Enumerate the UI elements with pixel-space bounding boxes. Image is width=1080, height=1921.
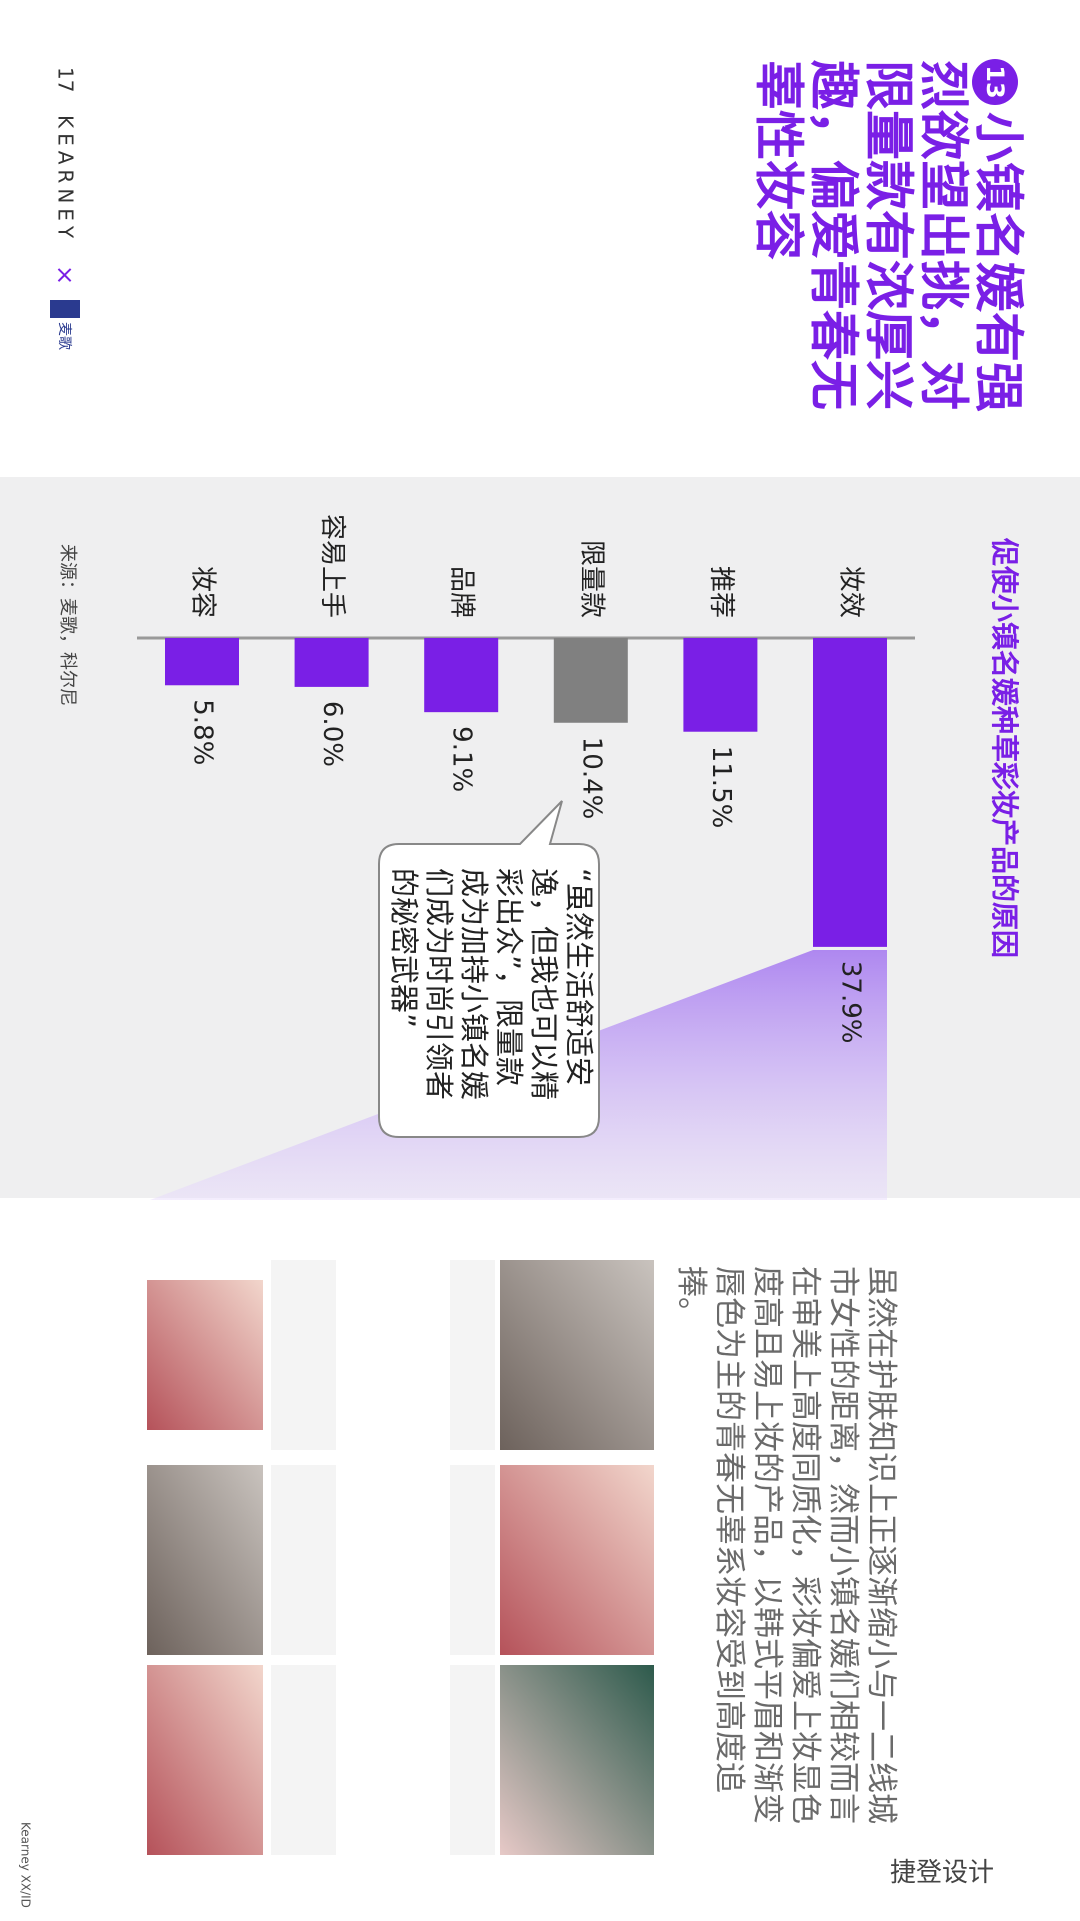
title-badge <box>972 59 1018 105</box>
separator: × <box>51 265 79 285</box>
value-label: 10.4% <box>576 737 606 820</box>
value-label: 5.8% <box>188 699 218 765</box>
category-label: 推荐 <box>706 566 736 618</box>
callout-line: 逸，但我也可以精 <box>527 868 561 1100</box>
page-number: 17 <box>54 67 78 92</box>
value-label: 11.5% <box>706 746 736 829</box>
watermark: 捷登设计 <box>890 1858 995 1888</box>
bar <box>683 638 758 732</box>
value-label: 6.0% <box>317 701 347 767</box>
caption-block <box>271 1260 336 1450</box>
bar <box>294 638 369 687</box>
category-label: 妆效 <box>836 566 866 618</box>
badge-number: 13 <box>981 65 1009 98</box>
bar <box>553 638 628 723</box>
source: 来源：麦歌，科尔尼 <box>57 544 78 706</box>
value-label: 37.9% <box>836 961 866 1044</box>
photo <box>147 1465 263 1655</box>
footer: Kearney XX/ID <box>19 1822 33 1908</box>
title-line: 辜性妆容 <box>750 60 808 260</box>
title-line: 限量款有浓厚兴 <box>860 60 918 410</box>
category-label: 品牌 <box>447 566 477 618</box>
category-label: 妆容 <box>188 566 218 618</box>
bar <box>424 638 499 713</box>
callout-line: 彩出众”，限量款 <box>492 868 526 1086</box>
partner-logo <box>50 300 80 318</box>
photo <box>147 1665 263 1855</box>
callout-line: 们成为时尚引领者 <box>422 868 456 1100</box>
category-label: 容易上手 <box>317 514 347 618</box>
photo <box>147 1280 263 1430</box>
bar <box>165 638 239 686</box>
photo <box>500 1665 654 1855</box>
callout-line: 成为加持小镇名媛 <box>457 868 491 1100</box>
body-text: 虽然在护肤知识上正逐渐缩小与一二线城市女性的距离，然而小镇名媛们相较而言在审美上… <box>673 1266 899 1824</box>
chart-title: 促使小镇名媛种草彩妆产品的原因 <box>988 537 1021 958</box>
brand: KEARNEY <box>54 115 78 243</box>
caption-block <box>271 1465 336 1655</box>
category-label: 限量款 <box>576 540 606 618</box>
title-line: 烈欲望出挑，对 <box>915 60 973 410</box>
title-line: 小镇名媛有强 <box>970 112 1028 412</box>
photo <box>500 1465 654 1655</box>
value-label: 9.1% <box>447 726 477 792</box>
caption-block <box>271 1665 336 1855</box>
bar <box>813 638 887 947</box>
callout-line: “虽然生活舒适安 <box>562 868 596 1086</box>
caption-block <box>450 1465 495 1655</box>
callout-line: 的秘密武器” <box>387 868 421 1028</box>
caption-block <box>450 1665 495 1855</box>
photo <box>500 1260 654 1450</box>
partner: 麦歌 <box>56 322 72 350</box>
speech-bubble <box>378 800 600 1138</box>
social-images <box>147 1260 654 1855</box>
caption-block <box>450 1260 495 1450</box>
title-line: 趣，偏爱青春无 <box>805 60 863 410</box>
